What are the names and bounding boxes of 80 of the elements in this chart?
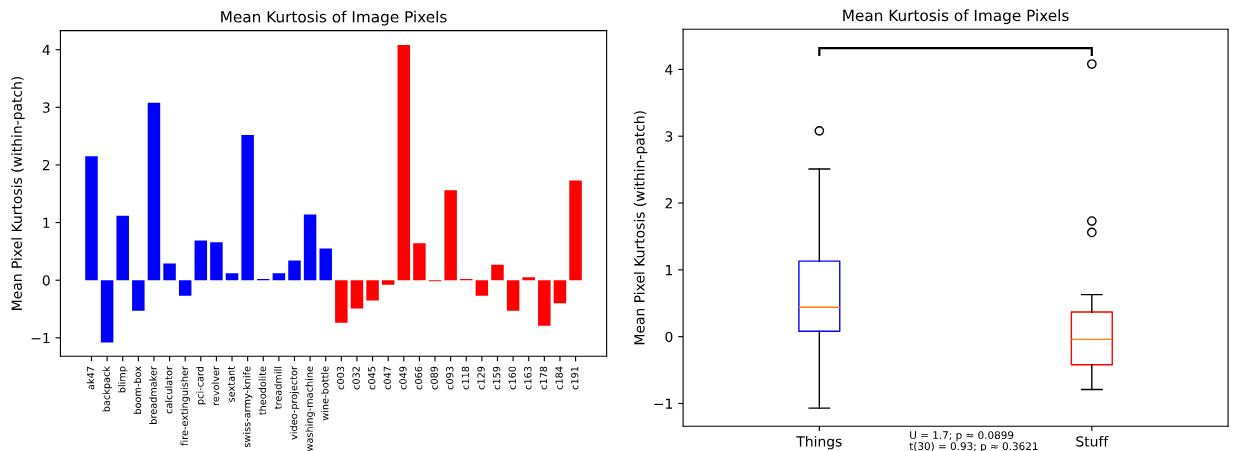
y-tick-label: 2 <box>42 159 50 171</box>
bar <box>194 240 208 281</box>
bar <box>335 280 348 323</box>
bar <box>350 280 364 309</box>
bar <box>413 243 426 281</box>
x-tick-label: blimp <box>118 366 128 393</box>
x-tick-label: c045 <box>368 366 376 390</box>
x-tick-label: c049 <box>399 366 407 390</box>
y-tick-label: 4 <box>665 64 673 75</box>
x-tick-label: Stuff <box>1076 435 1109 447</box>
x-tick-label: fire-extinguisher <box>180 366 190 446</box>
bar <box>100 280 114 343</box>
x-tick-label: c003 <box>336 366 345 390</box>
y-tick-label: 4 <box>42 44 50 55</box>
x-tick-label: backpack <box>102 366 112 412</box>
x-tick-label: c159 <box>492 366 501 390</box>
y-tick-label: 1 <box>43 217 50 228</box>
y-tick-label: 3 <box>665 131 673 142</box>
bar <box>288 260 301 281</box>
x-tick-label: pci-card <box>196 366 206 405</box>
bar <box>132 280 145 311</box>
x-tick-label: video-projector <box>289 366 300 440</box>
chart-title: Mean Kurtosis of Image Pixels <box>843 9 1069 25</box>
bar <box>303 214 317 281</box>
bar <box>491 264 504 281</box>
bar <box>272 273 286 281</box>
x-tick-label: treadmill <box>274 366 282 410</box>
bar <box>163 263 176 281</box>
x-tick-label: sextant <box>227 366 235 402</box>
x-tick-label: Things <box>796 435 842 450</box>
x-tick-label: c160 <box>508 366 516 390</box>
bar <box>147 102 161 281</box>
bar <box>506 280 520 311</box>
bar <box>444 190 457 281</box>
bar <box>366 280 379 301</box>
x-tick-label: swiss-army-knife <box>242 366 253 448</box>
bar <box>116 215 129 281</box>
bar <box>553 280 567 304</box>
x-tick-label: c129 <box>477 366 485 390</box>
y-tick-label: −1 <box>654 398 673 409</box>
y-tick-label: 1 <box>666 265 673 276</box>
y-tick-label: −1 <box>31 333 50 344</box>
x-tick-label: washing-machine <box>305 366 315 451</box>
bar <box>178 280 192 296</box>
y-axis-title: Mean Pixel Kurtosis (within-patch) <box>11 76 25 310</box>
x-tick-label: boom-box <box>133 366 142 414</box>
bar <box>397 45 411 281</box>
bar <box>522 277 535 281</box>
bar <box>538 280 551 326</box>
bar <box>569 180 582 281</box>
bar <box>85 156 98 281</box>
y-axis-title: Mean Pixel Kurtosis (within-patch) <box>633 111 648 345</box>
x-tick-label: wine-bottle <box>321 366 329 421</box>
bar <box>381 280 395 285</box>
y-tick-label: 0 <box>665 331 673 343</box>
bar <box>319 248 332 281</box>
bar <box>241 134 254 281</box>
y-tick-label: 0 <box>42 275 50 286</box>
x-tick-label: ak47 <box>86 366 95 390</box>
y-tick-label: 3 <box>42 102 50 113</box>
x-tick-label: c191 <box>571 366 579 390</box>
x-tick-label: c047 <box>383 366 391 390</box>
x-tick-label: breadmaker <box>149 366 157 424</box>
x-tick-label: c118 <box>461 366 470 390</box>
x-tick-label: c089 <box>430 366 438 390</box>
x-tick-label: c178 <box>539 366 548 390</box>
text: U = 1.7; p ≈ 0.0899 <box>910 431 1014 442</box>
y-tick-label: 2 <box>665 198 672 209</box>
x-tick-label: c184 <box>555 366 563 390</box>
chart-title: Mean Kurtosis of Image Pixels <box>221 10 447 26</box>
bar <box>475 280 489 296</box>
x-tick-label: c093 <box>446 366 454 390</box>
x-tick-label: c032 <box>352 366 360 390</box>
x-tick-label: calculator <box>164 366 173 414</box>
bar <box>210 242 223 281</box>
x-tick-label: c163 <box>524 366 532 390</box>
x-tick-label: revolver <box>211 366 220 406</box>
x-tick-label: theodolite <box>258 366 267 415</box>
x-tick-label: c066 <box>414 366 423 390</box>
bar <box>225 273 239 281</box>
